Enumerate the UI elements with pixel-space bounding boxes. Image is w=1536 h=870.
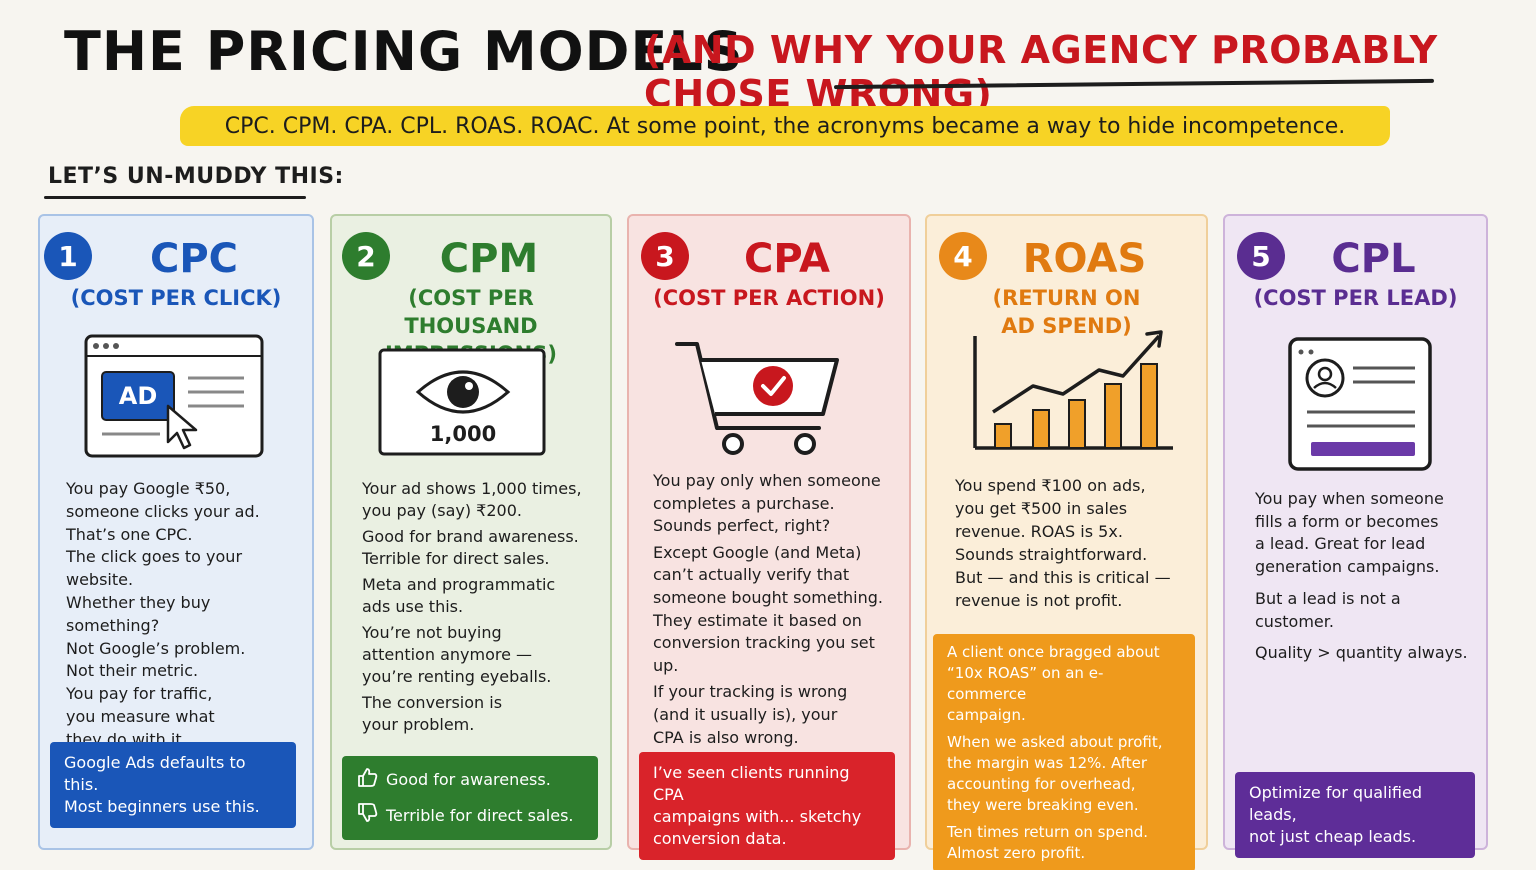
card-roas: 4 ROAS (RETURN ON AD SPEND) You spend ₹1… xyxy=(925,214,1208,870)
card-body: Your ad shows 1,000 times, you pay (say) … xyxy=(362,478,600,740)
card-title: ROAS xyxy=(1022,236,1147,282)
subhead-underline xyxy=(44,196,306,199)
body-para: Quality > quantity always. xyxy=(1255,642,1468,662)
thumbs-down-icon xyxy=(356,802,378,830)
note-line: not just cheap leads. xyxy=(1249,827,1417,846)
subtitle-line: (COST PER THOUSAND xyxy=(404,286,538,338)
note-line: campaigns with... sketchy xyxy=(653,807,862,826)
ad-click-icon: AD xyxy=(84,334,266,462)
note-line: Optimize for qualified leads, xyxy=(1249,783,1422,824)
body-line: revenue. ROAS is 5x. xyxy=(955,522,1123,541)
bar-chart-up-icon xyxy=(971,328,1177,454)
body-para: You pay when someone fills a form or beco… xyxy=(1255,489,1444,576)
card-subtitle: (COST PER LEAD) xyxy=(1253,286,1458,310)
body-line: Not Google’s problem. xyxy=(66,638,246,658)
body-line: Whether they buy something? xyxy=(66,592,211,635)
eye-icon: 1,000 xyxy=(378,348,548,458)
badge-number: 5 xyxy=(1237,232,1285,280)
subtitle-line: (RETURN ON xyxy=(992,286,1141,310)
note-para: A client once bragged about “10x ROAS” on… xyxy=(947,643,1160,724)
header: THE PRICING MODELS (AND WHY YOUR AGENCY … xyxy=(64,14,1504,116)
body-line: you measure what xyxy=(66,706,215,726)
body-line: You spend ₹100 on ads, xyxy=(955,476,1146,495)
cart-check-icon xyxy=(673,336,849,460)
note-line: conversion data. xyxy=(653,829,787,848)
note-para: Ten times return on spend. Almost zero pr… xyxy=(947,823,1149,862)
card-title: CPM xyxy=(439,236,539,282)
body-para: If your tracking is wrong (and it usually… xyxy=(653,682,848,747)
body-line: Not their metric. xyxy=(66,661,199,681)
card-cpl: 5 CPL (COST PER LEAD) You pay when someo… xyxy=(1223,214,1488,858)
card-title: CPC xyxy=(149,236,239,282)
note-line: Most beginners use this. xyxy=(64,797,260,816)
body-line: You pay for traffic, xyxy=(66,684,213,704)
card-body: You spend ₹100 on ads, you get ₹500 in s… xyxy=(955,474,1196,612)
body-line: Sounds straightforward. xyxy=(955,545,1148,564)
body-line: revenue is not profit. xyxy=(955,591,1123,610)
card-title: CPL xyxy=(1331,236,1416,282)
body-line: That’s one CPC. xyxy=(66,524,193,544)
card-body: You pay only when someone completes a pur… xyxy=(653,470,899,753)
ad-label: AD xyxy=(118,382,158,410)
badge-number: 1 xyxy=(44,232,92,280)
body-line: you get ₹500 in sales xyxy=(955,499,1128,518)
card-cpm: 2 CPM (COST PER THOUSAND IMPRESSIONS) 1,… xyxy=(330,214,612,850)
badge-number: 4 xyxy=(939,232,987,280)
body-para: The conversion is your problem. xyxy=(362,693,503,734)
body-para: Good for brand awareness. Terrible for di… xyxy=(362,527,579,568)
card-note: Good for awareness. Terrible for direct … xyxy=(342,756,598,840)
card-subtitle: (COST PER CLICK) xyxy=(70,286,282,310)
card-note: Google Ads defaults to this. Most beginn… xyxy=(50,742,296,828)
body-line: someone clicks your ad. xyxy=(66,501,260,521)
body-para: Meta and programmatic ads use this. xyxy=(362,575,556,616)
card-title: CPA xyxy=(744,236,830,282)
subtitle-line: AD SPEND) xyxy=(1001,314,1132,338)
page-subtitle: (AND WHY YOUR AGENCY PROBABLY CHOSE WRON… xyxy=(644,28,1438,116)
body-para: Your ad shows 1,000 times, you pay (say) … xyxy=(362,479,582,520)
badge-number: 2 xyxy=(342,232,390,280)
note-line: Google Ads defaults to this. xyxy=(64,753,246,794)
card-cpa: 3 CPA (COST PER ACTION) You pay only whe… xyxy=(627,214,911,860)
impressions-label: 1,000 xyxy=(429,422,497,446)
section-subhead: LET’S UN-MUDDY THIS: xyxy=(48,164,344,189)
acronym-banner: CPC. CPM. CPA. CPL. ROAS. ROAC. At some … xyxy=(180,106,1390,146)
card-note: I’ve seen clients running CPA campaigns … xyxy=(639,752,895,860)
body-para: But a lead is not a customer. xyxy=(1255,589,1401,631)
lead-form-icon xyxy=(1287,336,1435,472)
badge-number: 3 xyxy=(641,232,689,280)
note-line: I’ve seen clients running CPA xyxy=(653,763,850,804)
body-line: But — and this is critical — xyxy=(955,568,1171,587)
card-cpc: 1 CPC (COST PER CLICK) AD You pay Google… xyxy=(38,214,314,850)
body-line: The click goes to your website. xyxy=(66,547,243,590)
note-row-down: Terrible for direct sales. xyxy=(356,802,584,830)
thumbs-up-icon xyxy=(356,766,378,794)
card-note: A client once bragged about “10x ROAS” on… xyxy=(933,634,1195,870)
body-para: You’re not buying attention anymore — you’… xyxy=(362,623,552,686)
card-body: You pay when someone fills a form or beco… xyxy=(1255,488,1476,668)
note-row-up: Good for awareness. xyxy=(356,766,584,794)
note-para: When we asked about profit, the margin wa… xyxy=(947,733,1163,814)
page-title: THE PRICING MODELS xyxy=(64,20,744,83)
note-line: Good for awareness. xyxy=(386,770,551,789)
body-para: You pay only when someone completes a pur… xyxy=(653,471,881,536)
body-line: You pay Google ₹50, xyxy=(66,479,231,498)
note-line: Terrible for direct sales. xyxy=(386,806,574,825)
card-note: Optimize for qualified leads, not just c… xyxy=(1235,772,1475,858)
card-subtitle: (RETURN ON AD SPEND) xyxy=(937,284,1196,340)
body-para: Except Google (and Meta) can’t actually v… xyxy=(653,542,883,675)
card-subtitle: (COST PER ACTION) xyxy=(653,286,885,310)
card-body: You pay Google ₹50, someone clicks your … xyxy=(66,478,302,752)
